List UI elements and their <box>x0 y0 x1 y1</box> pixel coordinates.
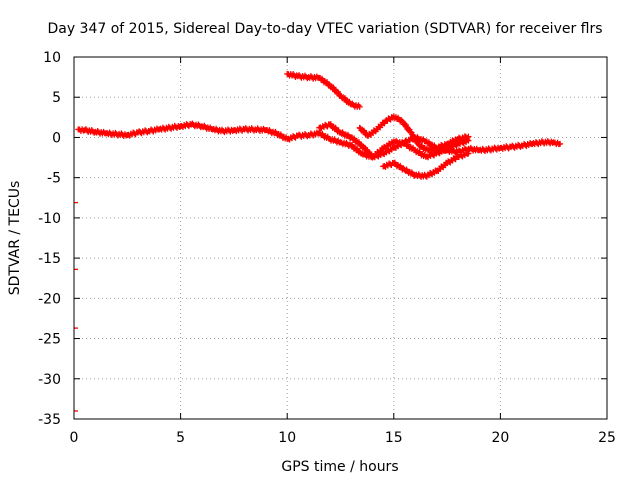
ticks <box>73 56 608 420</box>
y-tick-label: -30 <box>38 372 61 388</box>
data-point <box>465 137 472 144</box>
y-tick-label: -25 <box>38 332 61 348</box>
data-point <box>557 140 564 147</box>
x-tick-label: 15 <box>385 430 403 446</box>
x-tick-label: 20 <box>491 430 509 446</box>
plot-frame <box>73 56 608 420</box>
y-tick-label: -20 <box>38 291 61 307</box>
x-axis-title: GPS time / hours <box>281 459 398 475</box>
y-tick-label: -5 <box>47 171 61 187</box>
x-tick-label: 25 <box>598 430 616 446</box>
y-axis-title: SDTVAR / TECUs <box>7 181 23 296</box>
tick-labels: 0 5 10 15 20 25 10 5 0 -5 -10 -15 -20 -25 -30 -35 <box>38 50 616 446</box>
y-tick-label: 0 <box>52 130 61 146</box>
data-point-fill <box>464 136 471 143</box>
x-tick-label: 10 <box>278 430 296 446</box>
y-tick-label: 5 <box>52 90 61 106</box>
y-tick-label: -10 <box>38 211 61 227</box>
data-points <box>74 70 564 412</box>
x-tick-label: 0 <box>70 430 79 446</box>
data-point <box>465 150 472 157</box>
y-tick-label: 10 <box>43 50 61 66</box>
chart-title: Day 347 of 2015, Sidereal Day-to-day VTE… <box>47 21 602 37</box>
x-tick-label: 5 <box>176 430 185 446</box>
grid <box>74 57 607 419</box>
y-tick-label: -15 <box>38 251 61 267</box>
y-tick-label: -35 <box>38 412 61 428</box>
data-point <box>356 103 363 110</box>
